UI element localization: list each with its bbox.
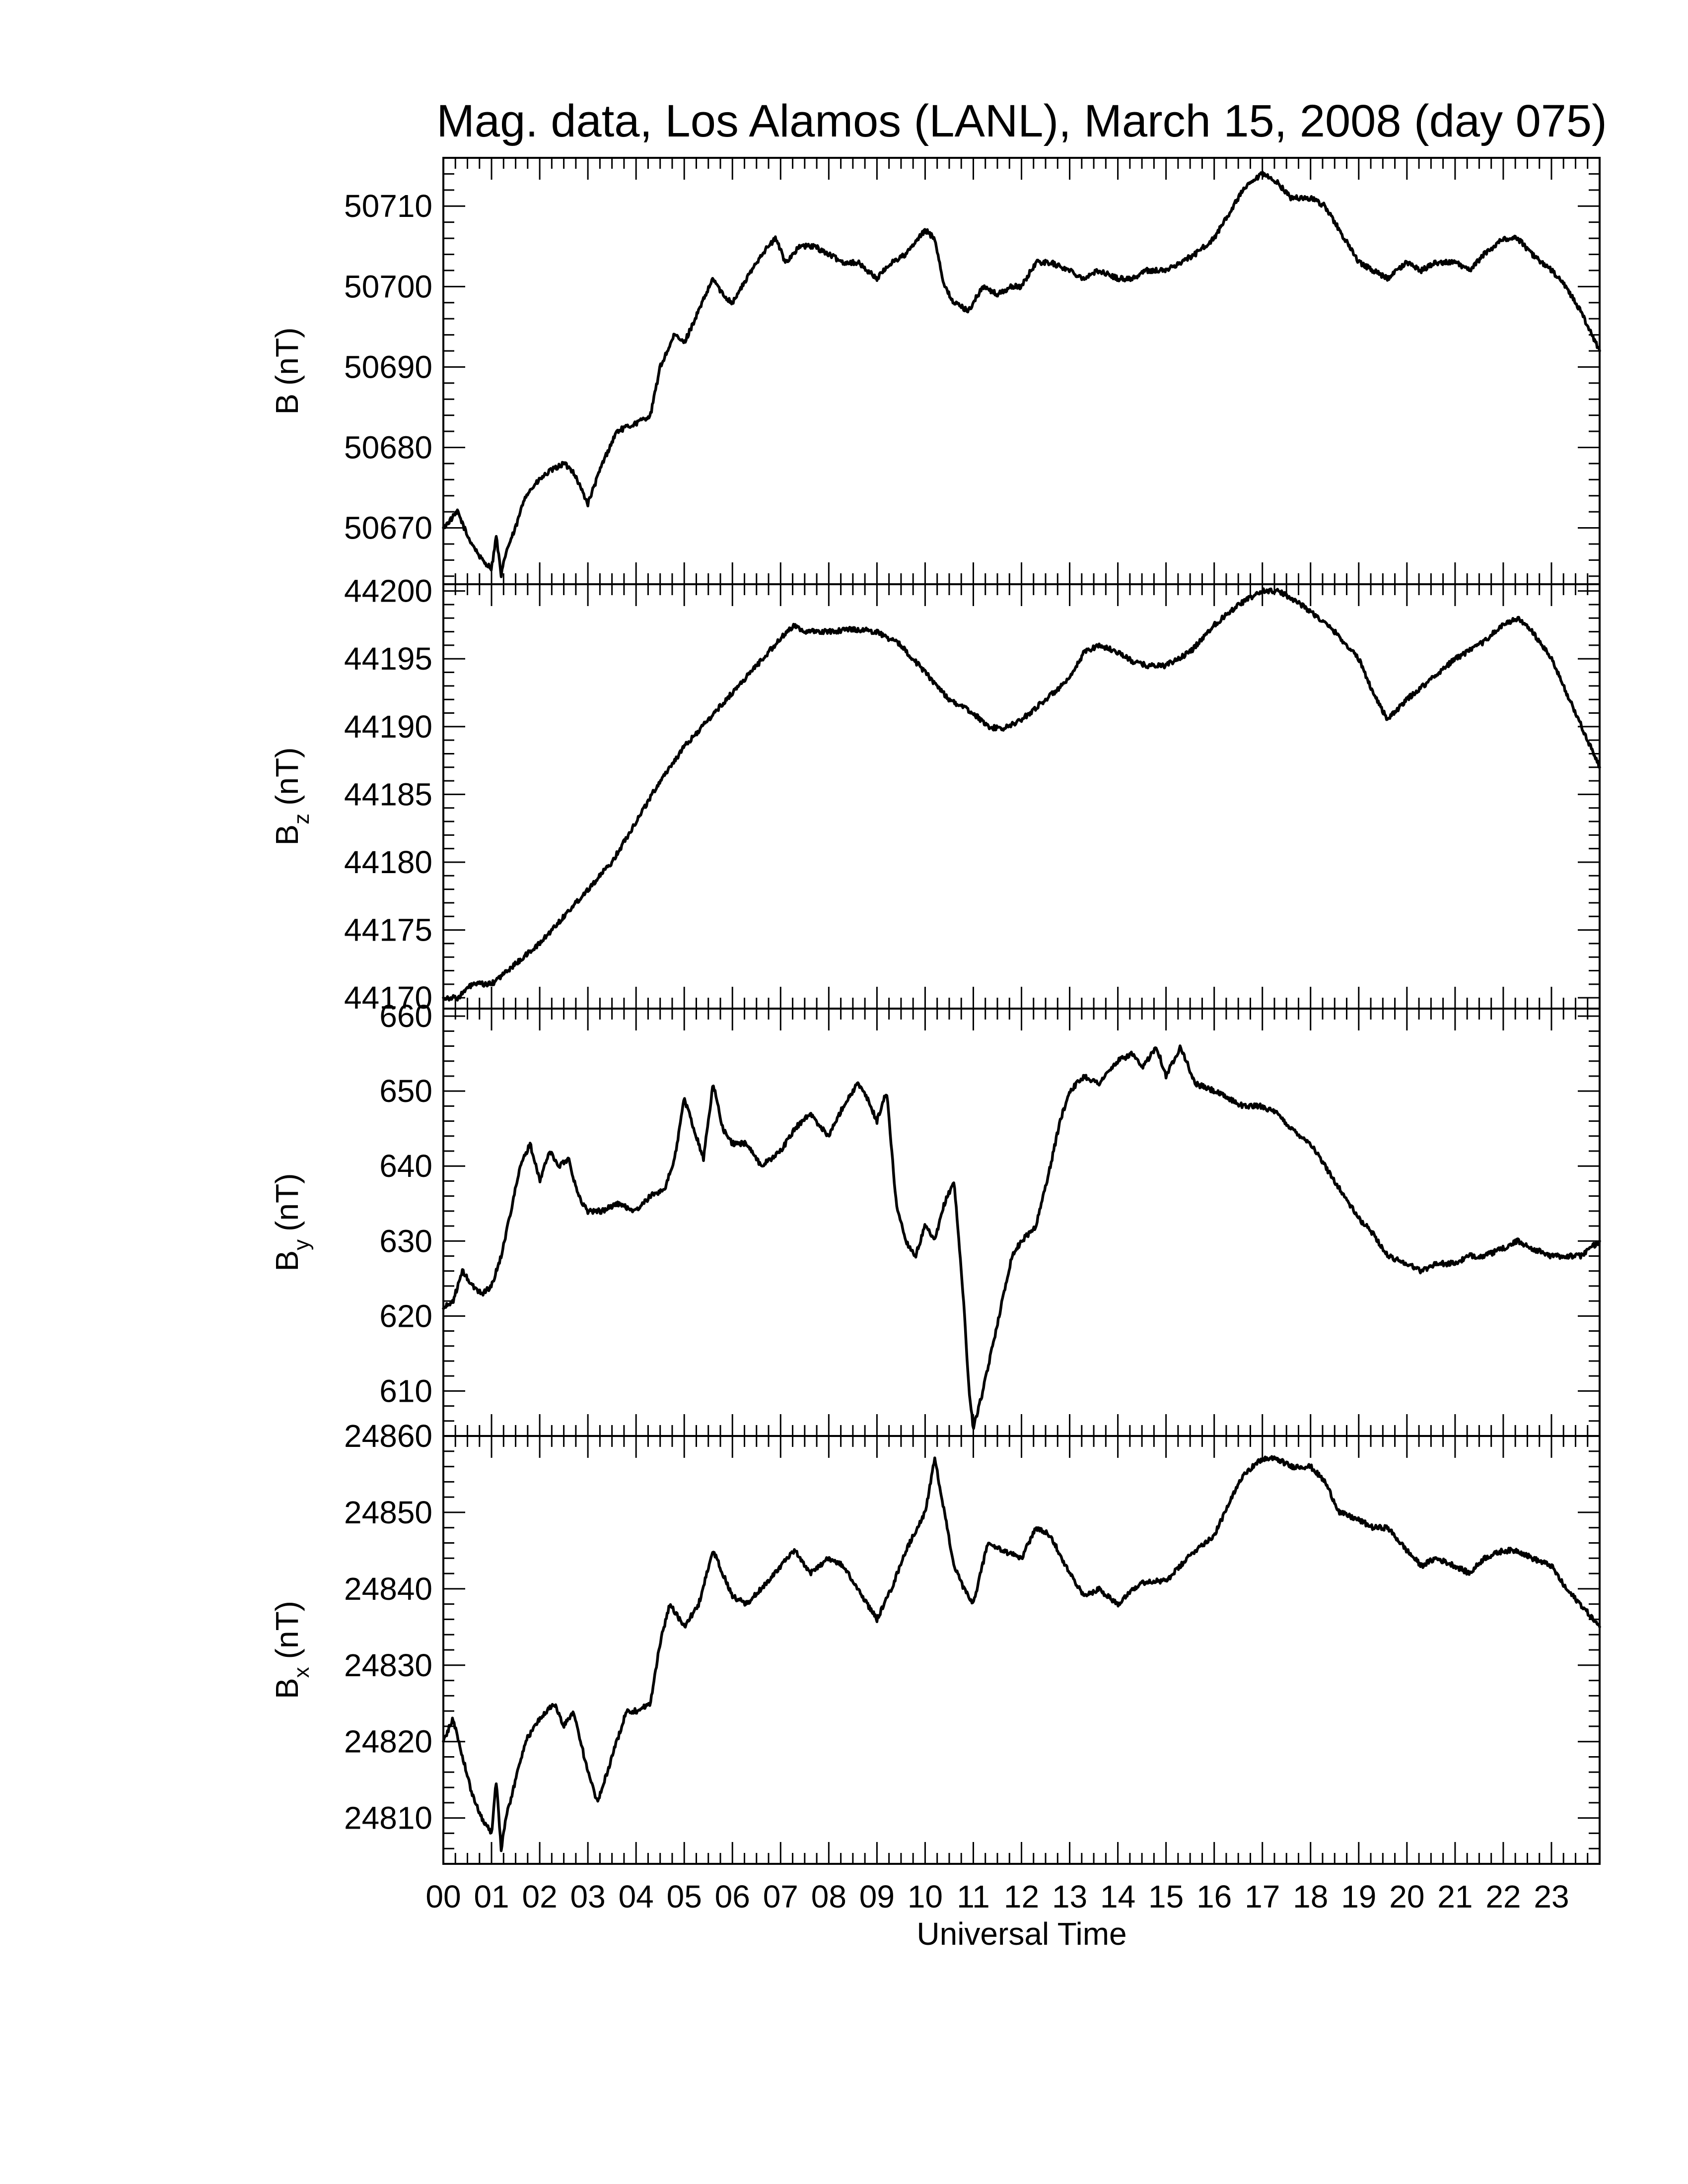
y-tick-label: 50690 xyxy=(344,349,432,385)
x-tick-label: 11 xyxy=(957,1879,989,1914)
y-axis-label-unit: (nT) xyxy=(269,748,305,806)
y-tick-label: 44185 xyxy=(344,776,432,812)
y-axis-label: B (nT) xyxy=(269,328,305,415)
y-tick-label: 44175 xyxy=(344,912,432,948)
x-tick-label: 16 xyxy=(1196,1879,1232,1914)
y-tick-label: 24850 xyxy=(344,1495,432,1530)
y-tick-label: 50680 xyxy=(344,429,432,465)
x-tick-label: 00 xyxy=(425,1879,461,1914)
x-tick-label: 07 xyxy=(763,1879,798,1914)
x-tick-label: 10 xyxy=(908,1879,943,1914)
x-tick-label: 03 xyxy=(570,1879,606,1914)
y-axis-label-main: B xyxy=(269,1250,305,1272)
x-tick-label: 01 xyxy=(474,1879,509,1914)
panels: 50670 50680 50690 50700 50710 B (nT) 44170 44175… xyxy=(269,157,1601,1865)
y-tick-label: 620 xyxy=(379,1298,432,1334)
y-tick-label: 44170 xyxy=(344,980,432,1016)
y-tick-label: 44200 xyxy=(344,573,432,609)
y-axis-label-subscript: x xyxy=(289,1667,314,1678)
x-tick-label: 14 xyxy=(1100,1879,1135,1914)
x-tick-label: 23 xyxy=(1534,1879,1569,1914)
y-axis-label: By (nT) xyxy=(269,1173,314,1272)
y-axis-label-main: B xyxy=(269,394,305,415)
panel-2: 610 620 630 640 650 660 By (nT) xyxy=(269,998,1601,1437)
panel-3-series-line xyxy=(442,1455,1601,1852)
panel-1-series-line xyxy=(442,587,1601,1002)
y-tick-label: 44180 xyxy=(344,844,432,880)
x-tick-label: 02 xyxy=(522,1879,557,1914)
y-tick-label: 44195 xyxy=(344,641,432,677)
x-tick-label: 08 xyxy=(811,1879,846,1914)
y-axis-label-subscript: z xyxy=(289,814,314,824)
panel-1: 44170 44175 44180 44185 44190 44195 44200 Bz (nT… xyxy=(269,573,1601,1016)
y-tick-label: 24810 xyxy=(344,1800,432,1836)
y-tick-label: 50710 xyxy=(344,188,432,224)
y-tick-label: 50700 xyxy=(344,269,432,304)
y-axis-label: Bx (nT) xyxy=(269,1601,314,1699)
y-tick-label: 24820 xyxy=(344,1724,432,1760)
y-axis-label-unit: (nT) xyxy=(269,1601,305,1659)
chart-title: Mag. data, Los Alamos (LANL), March 15, … xyxy=(436,96,1607,146)
panel-0: 50670 50680 50690 50700 50710 B (nT) xyxy=(269,157,1601,585)
panel-2-frame xyxy=(442,1008,1601,1437)
y-axis-label-subscript: y xyxy=(289,1239,314,1250)
y-tick-label: 24860 xyxy=(344,1418,432,1454)
x-tick-label: 06 xyxy=(715,1879,750,1914)
x-tick-label: 22 xyxy=(1485,1879,1521,1914)
y-tick-label: 44190 xyxy=(344,709,432,745)
panel-3: 24810 24820 24830 24840 24850 24860 Bx (nT) xyxy=(269,1418,1601,1865)
x-tick-label: 13 xyxy=(1052,1879,1087,1914)
y-axis-label-main: B xyxy=(269,824,305,846)
x-tick-label: 15 xyxy=(1148,1879,1184,1914)
panel-0-frame xyxy=(442,157,1601,585)
x-tick-label: 19 xyxy=(1341,1879,1376,1914)
y-axis-label-unit: (nT) xyxy=(269,328,305,386)
y-axis-label: Bz (nT) xyxy=(269,748,314,846)
x-tick-labels: 00 01 02 03 04 05 06 07 08 09 10 11 12 13 14 15 16 17 18 19… xyxy=(425,1879,1569,1914)
panel-2-series-line xyxy=(442,1044,1601,1430)
y-tick-label: 650 xyxy=(379,1073,432,1109)
y-tick-label: 50670 xyxy=(344,510,432,546)
y-axis-label-main: B xyxy=(269,1678,305,1699)
x-axis-label: Universal Time xyxy=(916,1916,1126,1952)
y-tick-label: 630 xyxy=(379,1223,432,1259)
panel-0-series-line xyxy=(442,171,1601,578)
panel-3-frame xyxy=(442,1435,1601,1865)
y-tick-label: 24840 xyxy=(344,1571,432,1607)
y-tick-label: 610 xyxy=(379,1373,432,1409)
y-tick-label: 660 xyxy=(379,998,432,1034)
panel-1-frame xyxy=(442,583,1601,1010)
x-tick-label: 12 xyxy=(1004,1879,1039,1914)
x-tick-label: 05 xyxy=(667,1879,702,1914)
x-tick-label: 04 xyxy=(619,1879,654,1914)
x-tick-label: 17 xyxy=(1245,1879,1280,1914)
y-axis-label-unit: (nT) xyxy=(269,1173,305,1231)
y-tick-label: 640 xyxy=(379,1148,432,1184)
x-tick-label: 18 xyxy=(1293,1879,1328,1914)
x-tick-label: 21 xyxy=(1437,1879,1473,1914)
x-tick-label: 20 xyxy=(1389,1879,1424,1914)
y-tick-label: 24830 xyxy=(344,1647,432,1683)
x-tick-label: 09 xyxy=(859,1879,895,1914)
